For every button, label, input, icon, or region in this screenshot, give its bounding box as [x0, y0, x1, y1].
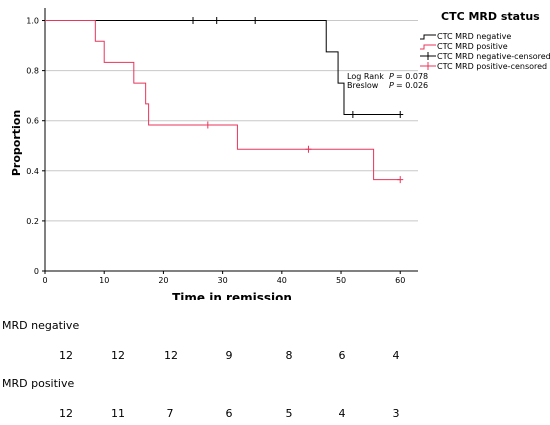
km-chart: 0 0.2 0.4 0.6 0.8 1.0 0 10 20 30 40 50 60 Time in r… [10, 8, 550, 300]
x-tick-label: 10 [99, 276, 109, 285]
breslow-label: Breslow [347, 81, 379, 90]
x-tick-label: 20 [158, 276, 168, 285]
y-axis-label: Proportion [10, 110, 23, 176]
grid-lines [45, 20, 418, 222]
legend-label-negative: CTC MRD negative [437, 32, 511, 41]
x-tick-label: 0 [42, 276, 47, 285]
legend: CTC MRD status CTC MRD negative CTC MRD … [420, 10, 550, 71]
censor-marks [190, 17, 404, 184]
risk-row-title-positive: MRD positive [2, 377, 75, 390]
censor-mark-1 [204, 121, 211, 129]
censor-mark-0 [190, 17, 197, 25]
risk-cell: 3 [392, 407, 400, 420]
y-tick-label: 1.0 [26, 17, 39, 26]
legend-label-negative-censored: CTC MRD negative-censored [437, 52, 550, 61]
y-tick-label: 0.4 [26, 167, 39, 176]
legend-item-negative-censored: CTC MRD negative-censored [420, 52, 550, 61]
risk-cell: 7 [166, 407, 174, 420]
series [45, 20, 401, 181]
legend-line-positive [420, 44, 436, 50]
risk-cell: 5 [285, 407, 293, 420]
logrank-p-value: = 0.078 [396, 72, 428, 81]
legend-line-negative [420, 34, 436, 40]
censor-mark-0 [349, 110, 356, 118]
y-tick-label: 0.8 [26, 67, 39, 76]
stats-annotation: Log Rank P = 0.078 Breslow P = 0.026 [347, 72, 428, 90]
y-tick-label: 0.6 [26, 117, 39, 126]
censor-mark-0 [252, 17, 259, 25]
legend-plus-positive-icon [420, 62, 436, 70]
risk-cell: 12 [59, 407, 73, 420]
risk-cell: 12 [164, 349, 178, 362]
series-line-0 [45, 20, 401, 115]
risk-cell: 6 [338, 349, 346, 362]
legend-title: CTC MRD status [441, 10, 540, 23]
risk-cell: 12 [59, 349, 73, 362]
legend-item-negative: CTC MRD negative [420, 32, 511, 41]
censor-mark-0 [213, 17, 220, 25]
risk-cell: 8 [285, 349, 293, 362]
x-ticks: 0 10 20 30 40 50 60 [42, 271, 405, 285]
y-tick-label: 0 [34, 267, 39, 276]
legend-item-positive-censored: CTC MRD positive-censored [420, 62, 547, 71]
risk-cell: 6 [225, 407, 233, 420]
x-tick-label: 50 [336, 276, 346, 285]
x-tick-label: 30 [218, 276, 228, 285]
risk-cell: 4 [338, 407, 346, 420]
censor-mark-1 [305, 145, 312, 153]
risk-row-positive: 12 11 7 6 5 4 3 [0, 407, 550, 421]
y-tick-label: 0.2 [26, 217, 39, 226]
x-tick-label: 60 [395, 276, 405, 285]
risk-row-title-negative: MRD negative [2, 319, 80, 332]
x-tick-label: 40 [277, 276, 287, 285]
censor-mark-0 [397, 110, 404, 118]
logrank-p-symbol: P [389, 72, 394, 81]
censor-mark-1 [397, 176, 404, 184]
legend-label-positive: CTC MRD positive [437, 42, 508, 51]
risk-cell: 9 [225, 349, 233, 362]
risk-cell: 12 [111, 349, 125, 362]
legend-item-positive: CTC MRD positive [420, 42, 508, 51]
logrank-label: Log Rank [347, 72, 384, 81]
y-ticks: 0 0.2 0.4 0.6 0.8 1.0 [26, 17, 45, 276]
x-axis-label: Time in remission [172, 291, 292, 300]
risk-cell: 4 [392, 349, 400, 362]
risk-row-negative: 12 12 12 9 8 6 4 [0, 349, 550, 363]
legend-plus-negative-icon [420, 52, 436, 60]
legend-label-positive-censored: CTC MRD positive-censored [437, 62, 547, 71]
axes [44, 8, 418, 272]
breslow-p-symbol: P [389, 81, 394, 90]
risk-cell: 11 [111, 407, 125, 420]
breslow-p-value: = 0.026 [396, 81, 428, 90]
series-line-1 [45, 20, 401, 181]
